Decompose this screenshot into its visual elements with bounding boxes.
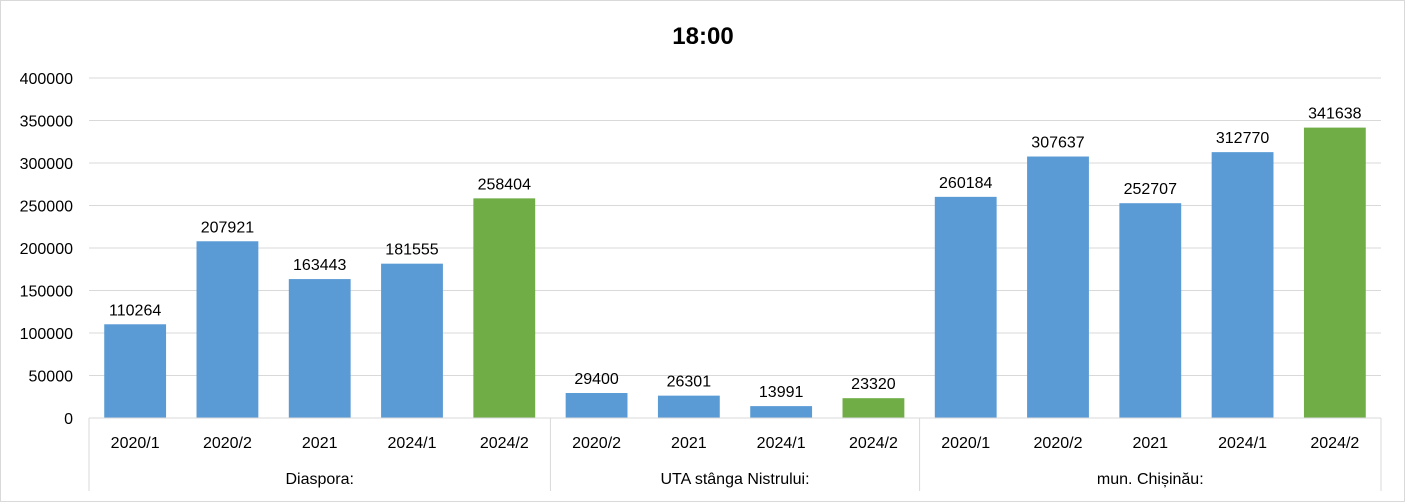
x-tick-label: 2021 bbox=[1132, 435, 1168, 452]
chart-title: 18:00 bbox=[672, 23, 733, 50]
x-tick-label: 2020/2 bbox=[203, 435, 252, 452]
bars: 110264 207921 163443 181555 258404 29400 26301… bbox=[104, 106, 1366, 418]
x-tick-label: 2024/1 bbox=[757, 435, 806, 452]
x-tick-label: 2024/2 bbox=[849, 435, 898, 452]
data-label: 312770 bbox=[1216, 130, 1269, 147]
x-tick-label: 2024/2 bbox=[480, 435, 529, 452]
y-tick-label: 0 bbox=[64, 411, 73, 428]
bar bbox=[750, 406, 813, 418]
y-tick-label: 50000 bbox=[29, 369, 74, 386]
bar bbox=[1027, 156, 1089, 418]
data-label: 110264 bbox=[109, 302, 161, 319]
data-label: 260184 bbox=[939, 175, 992, 192]
group-label: mun. Chișinău: bbox=[1097, 471, 1204, 488]
y-tick-label: 150000 bbox=[20, 284, 73, 301]
bar bbox=[288, 279, 351, 418]
bar bbox=[934, 196, 997, 418]
gridlines bbox=[89, 77, 1381, 419]
x-tick-label: 2024/2 bbox=[1310, 435, 1359, 452]
x-tick-label: 2020/2 bbox=[572, 435, 621, 452]
x-tick-label: 2024/1 bbox=[388, 435, 437, 452]
x-tick-label: 2020/2 bbox=[1034, 435, 1083, 452]
group-label: UTA stânga Nistrului: bbox=[660, 471, 809, 488]
x-tick-label: 2021 bbox=[302, 435, 338, 452]
bar bbox=[657, 395, 720, 418]
bar bbox=[1119, 203, 1182, 418]
data-label: 163443 bbox=[293, 257, 346, 274]
bar bbox=[381, 263, 443, 418]
data-label: 307637 bbox=[1031, 135, 1084, 152]
data-label: 252707 bbox=[1124, 181, 1177, 198]
data-label: 23320 bbox=[851, 376, 896, 393]
x-tick-label: 2024/1 bbox=[1218, 435, 1267, 452]
x-tick-label: 2020/1 bbox=[111, 435, 160, 452]
bar bbox=[1211, 152, 1274, 418]
y-tick-label: 350000 bbox=[20, 114, 73, 131]
y-axis: 0 50000 100000 150000 200000 250000 300000 3500… bbox=[20, 71, 73, 428]
data-label: 258404 bbox=[478, 176, 531, 193]
bar bbox=[473, 198, 536, 418]
data-label: 13991 bbox=[759, 384, 804, 401]
bar bbox=[565, 393, 628, 418]
data-label: 26301 bbox=[667, 374, 712, 391]
bar bbox=[842, 398, 905, 418]
bar bbox=[104, 324, 167, 418]
x-tick-label: 2021 bbox=[671, 435, 707, 452]
y-tick-label: 100000 bbox=[20, 326, 73, 343]
bar bbox=[1303, 127, 1366, 418]
data-label: 181555 bbox=[385, 242, 438, 259]
data-label: 207921 bbox=[201, 219, 254, 236]
x-axis: 2020/1 2020/2 2021 2024/1 2024/2 Diaspora: 202… bbox=[88, 417, 1382, 491]
y-tick-label: 200000 bbox=[20, 241, 73, 258]
bar bbox=[196, 241, 259, 418]
x-tick-label: 2020/1 bbox=[941, 435, 990, 452]
data-label: 29400 bbox=[574, 371, 619, 388]
group-label: Diaspora: bbox=[285, 471, 353, 488]
y-tick-label: 400000 bbox=[20, 71, 73, 88]
data-label: 341638 bbox=[1308, 106, 1361, 123]
y-tick-label: 250000 bbox=[20, 199, 73, 216]
y-tick-label: 300000 bbox=[20, 156, 73, 173]
